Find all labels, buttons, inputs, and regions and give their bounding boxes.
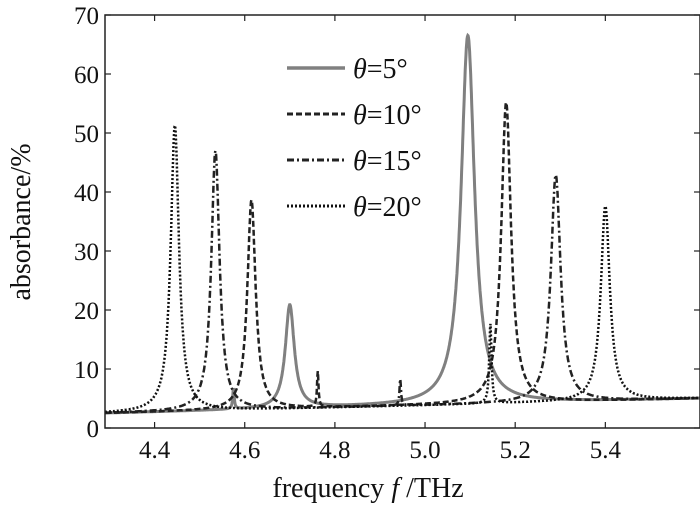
x-tick-label: 4.8	[319, 437, 350, 464]
axis-ticks: 4.4 4.6 4.8 5.0 5.2 5.4 0 10 20 30 40 50 60 70	[74, 3, 700, 464]
x-tick-label: 5.0	[409, 437, 440, 464]
legend: θ=5° θ=10° θ=15° θ=20°	[287, 54, 422, 223]
x-axis-label: frequency f /THz	[272, 473, 463, 504]
legend-label-3: θ=15°	[353, 146, 422, 177]
plot-frame	[104, 14, 700, 429]
legend-label-2: θ=10°	[353, 100, 422, 131]
series-line-2	[105, 101, 700, 415]
legend-label-4: θ=20°	[353, 192, 422, 223]
y-axis-label: absorbance/%	[6, 143, 37, 300]
x-tick-label: 4.6	[229, 437, 260, 464]
x-tick-label: 5.4	[590, 437, 622, 464]
series-curves	[105, 32, 700, 415]
y-tick-label: 70	[74, 3, 99, 30]
y-tick-label: 50	[74, 121, 99, 148]
y-tick-label: 10	[74, 357, 99, 384]
series-line-1	[105, 32, 700, 415]
y-tick-label: 20	[74, 298, 99, 325]
y-tick-label: 30	[74, 239, 99, 266]
series-line-3	[105, 147, 700, 414]
x-tick-label: 5.2	[500, 437, 531, 464]
y-tick-label: 60	[74, 62, 99, 89]
y-tick-label: 40	[74, 180, 99, 207]
x-tick-label: 4.4	[139, 437, 171, 464]
y-tick-label: 0	[87, 416, 100, 443]
legend-label-1: θ=5°	[353, 54, 408, 85]
